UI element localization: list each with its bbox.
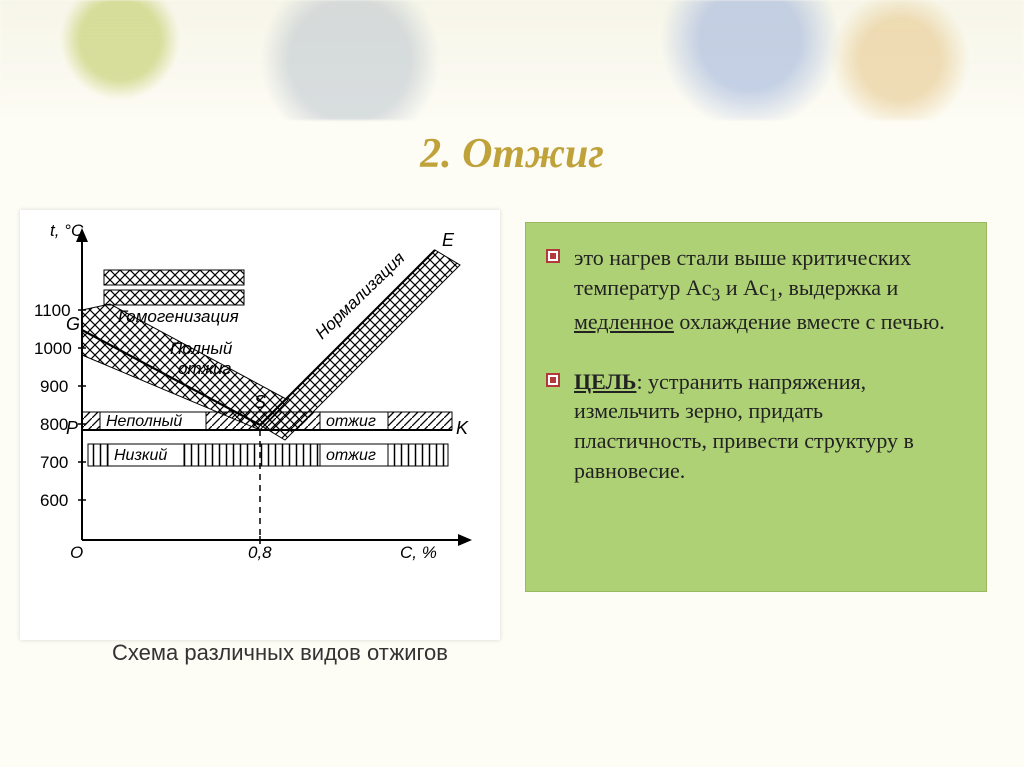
bullet-1: это нагрев стали выше критических темпер…: [546, 243, 956, 337]
page-title: 2. Отжиг: [0, 130, 1024, 178]
origin-label: O: [70, 543, 83, 562]
decorative-header: [0, 0, 1024, 120]
bullet-1-text: это нагрев стали выше критических темпер…: [574, 243, 956, 337]
homogenization-band-2: [104, 290, 244, 305]
homogenization-band-1: [104, 270, 244, 285]
point-S: S: [254, 392, 266, 412]
line-SE: [260, 250, 435, 425]
low-label-left: Низкий: [114, 447, 167, 464]
x-axis-label: С, %: [400, 543, 437, 562]
bullet-icon: [546, 249, 560, 263]
y-tick-700: 700: [40, 453, 68, 472]
diagram-svg: 600 700 800 900 1000 1100 t, °C O 0,8 С,…: [20, 210, 500, 610]
y-tick-800: 800: [40, 415, 68, 434]
point-K: K: [456, 418, 469, 438]
full-anneal-label-1: Полный: [170, 339, 233, 358]
incomplete-label-right: отжиг: [326, 413, 376, 430]
bullet-2-text: ЦЕЛЬ: устранить напряжения, измельчить з…: [574, 367, 956, 486]
point-G: G: [66, 314, 80, 334]
point-P: P: [66, 418, 78, 438]
y-tick-600: 600: [40, 491, 68, 510]
point-E: E: [442, 230, 455, 250]
y-axis-label: t, °C: [50, 221, 84, 240]
annealing-diagram: 600 700 800 900 1000 1100 t, °C O 0,8 С,…: [20, 210, 500, 640]
bullet-icon: [546, 373, 560, 387]
bullet-2: ЦЕЛЬ: устранить напряжения, измельчить з…: [546, 367, 956, 486]
diagram-caption: Схема различных видов отжигов: [60, 640, 500, 666]
y-tick-900: 900: [40, 377, 68, 396]
low-label-right: отжиг: [326, 447, 376, 464]
y-tick-1000: 1000: [34, 339, 72, 358]
incomplete-label-left: Неполный: [106, 413, 182, 430]
full-anneal-label-2: отжиг: [178, 359, 231, 378]
text-panel: это нагрев стали выше критических темпер…: [525, 222, 987, 592]
x-tick-08: 0,8: [248, 543, 272, 562]
